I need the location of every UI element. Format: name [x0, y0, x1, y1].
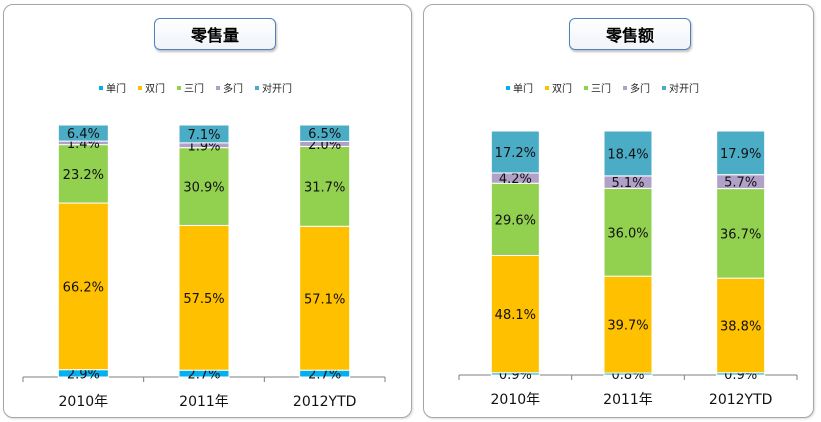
legend-label: 三门	[591, 82, 611, 95]
legend-swatch	[138, 86, 142, 90]
data-label: 36.7%	[720, 227, 761, 242]
x-tick-label: 2012YTD	[293, 394, 357, 410]
data-label: 2.7%	[187, 368, 220, 383]
data-label: 48.1%	[495, 308, 536, 323]
retail-value-chart: 单门 双门 三门 多门 对开门0.9%48.1%29.6%4.2%17.2%2010年0…	[458, 82, 798, 408]
data-label: 38.8%	[720, 319, 761, 334]
legend-label: 三门	[184, 82, 204, 95]
bar-segment	[716, 277, 766, 374]
legend-label: 单门	[106, 82, 126, 95]
x-tick-label: 2011年	[179, 394, 229, 410]
x-tick-label: 2012YTD	[709, 392, 773, 408]
data-label: 18.4%	[607, 147, 648, 162]
bar-segment	[57, 124, 109, 142]
legend-swatch	[506, 86, 510, 90]
bar-segment	[716, 188, 766, 279]
legend-swatch	[623, 86, 627, 90]
legend-swatch	[216, 86, 220, 90]
legend-swatch	[255, 86, 259, 90]
bar-segment	[490, 130, 540, 174]
x-tick-label: 2010年	[491, 392, 541, 408]
bar-segment	[603, 187, 653, 277]
data-label: 57.5%	[183, 292, 224, 307]
data-label: 29.6%	[495, 213, 536, 228]
data-label: 36.0%	[607, 226, 648, 241]
legend-swatch	[662, 86, 666, 90]
legend-label: 对开门	[669, 82, 699, 95]
legend-swatch	[177, 86, 181, 90]
bar-segment	[57, 144, 109, 204]
bar-segment	[490, 182, 540, 256]
bar-segment	[57, 202, 109, 371]
retail-value-panel: 零售额 单门 双门 三门 多门 对开门 0.9% 48.1% 29.6% 4.2% 17.2% 20…	[423, 4, 814, 418]
retail-volume-chart: 单门 双门 三门 多门 对开门2.9%66.2%23.2%1.4%6.4%2010年2.…	[22, 82, 386, 410]
data-label: 7.1%	[187, 128, 220, 143]
legend-label: 双门	[145, 82, 165, 95]
data-label: 2.7%	[308, 368, 341, 383]
bar-segment	[178, 124, 230, 144]
bar-segment	[299, 124, 351, 142]
legend-label: 对开门	[262, 82, 292, 95]
data-label: 17.2%	[495, 146, 536, 161]
legend-label: 多门	[630, 82, 650, 95]
legend-swatch	[99, 86, 103, 90]
bar-segment	[603, 275, 653, 374]
legend-swatch	[545, 86, 549, 90]
legend-label: 多门	[223, 82, 243, 95]
legend-label: 双门	[552, 82, 572, 95]
data-label: 6.4%	[67, 127, 100, 142]
data-label: 31.7%	[304, 180, 345, 195]
chart-title: 零售额	[569, 18, 691, 50]
data-label: 17.9%	[720, 147, 761, 162]
x-tick-label: 2011年	[603, 392, 653, 408]
x-tick-label: 2010年	[59, 394, 109, 410]
retail-volume-panel: 零售量 单门 双门 三门 多门 对开门 2.9% 66.2% 23.2% 1.4% 6.4% 201…	[3, 4, 412, 418]
data-label: 4.2%	[499, 172, 532, 187]
chart-title: 零售量	[154, 18, 276, 50]
legend-swatch	[584, 86, 588, 90]
data-label: 39.7%	[607, 319, 648, 334]
legend-label: 单门	[513, 82, 533, 95]
data-label: 2.9%	[67, 367, 100, 382]
data-label: 23.2%	[63, 168, 104, 183]
bar-segment	[603, 130, 653, 177]
bar-segment	[716, 130, 766, 176]
data-label: 5.7%	[724, 176, 757, 191]
bar-segment	[299, 145, 351, 227]
data-label: 30.9%	[183, 181, 224, 196]
data-label: 57.1%	[304, 292, 345, 307]
data-label: 66.2%	[63, 280, 104, 295]
data-label: 5.1%	[611, 176, 644, 191]
bar-segment	[299, 225, 351, 371]
data-label: 6.5%	[308, 127, 341, 142]
